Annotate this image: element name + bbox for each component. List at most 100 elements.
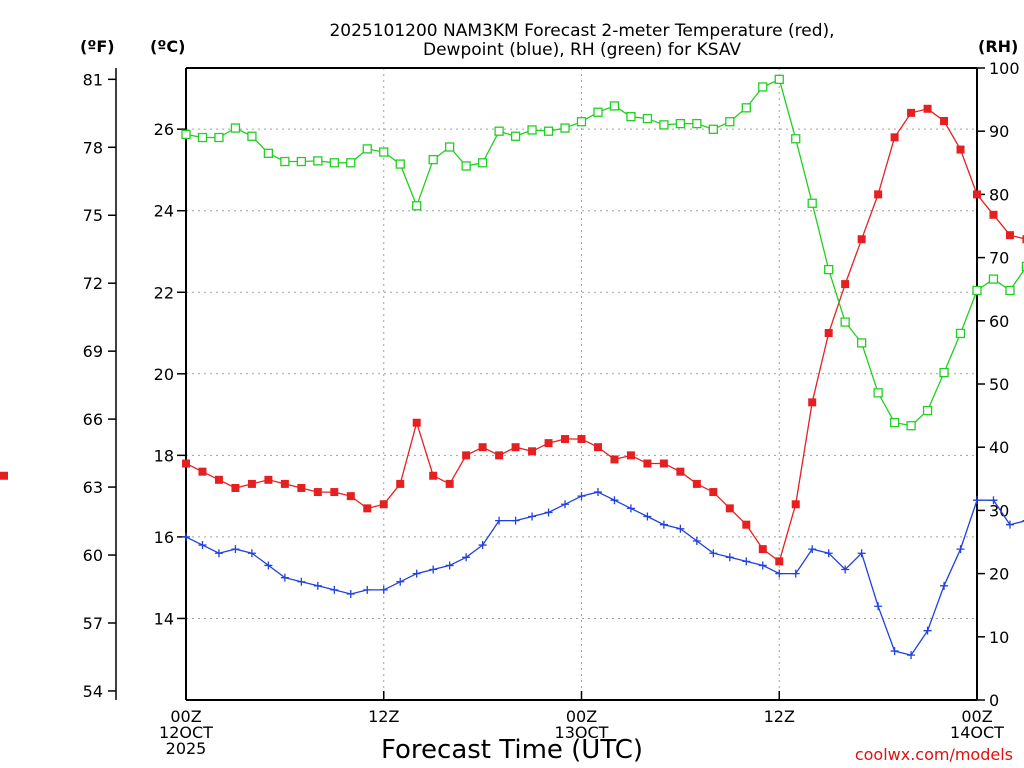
rh-point	[395, 159, 405, 169]
dewpoint-point	[923, 626, 932, 635]
rh-point	[214, 132, 224, 143]
dewpoint-point	[412, 569, 421, 578]
rh-point	[445, 142, 455, 152]
2-meter-temperature-point	[808, 398, 817, 407]
2-meter-temperature-point	[709, 488, 718, 497]
dewpoint-point	[709, 549, 718, 558]
rh-point	[609, 101, 620, 111]
2-meter-temperature-point	[775, 557, 784, 566]
rh-point	[197, 132, 208, 143]
celsius-tick-label: 22	[154, 283, 174, 302]
rh-tick-label: 50	[989, 375, 1009, 394]
rh-point	[955, 328, 966, 339]
2-meter-temperature-point	[643, 459, 652, 468]
celsius-unit-label: (ºC)	[150, 37, 185, 56]
2-meter-temperature-point	[214, 475, 223, 484]
fahrenheit-tick-label: 63	[83, 478, 103, 497]
rh-tick-label: 90	[989, 122, 1009, 141]
rh-point	[494, 126, 504, 136]
dewpoint-point	[495, 516, 504, 525]
x-tick-label: 00Z	[961, 707, 992, 726]
fahrenheit-tick-label: 60	[83, 546, 103, 565]
rh-point	[626, 112, 636, 122]
rh-point	[708, 124, 718, 134]
rh-point	[181, 129, 191, 140]
2-meter-temperature-point	[396, 479, 405, 488]
2-meter-temperature-point	[973, 190, 981, 199]
rh-point	[807, 198, 817, 208]
2-meter-temperature-point	[561, 435, 570, 444]
2-meter-temperature-point	[626, 451, 635, 460]
rh-tick-label: 20	[989, 565, 1009, 584]
fahrenheit-tick-label: 81	[83, 70, 103, 89]
rh-point	[791, 134, 801, 144]
dewpoint-point	[363, 585, 372, 594]
dewpoint-line	[185, 491, 1024, 656]
rh-tick-label: 100	[989, 59, 1020, 78]
rh-point	[922, 405, 933, 416]
dewpoint-point	[857, 549, 866, 558]
2-meter-temperature-point	[462, 451, 471, 460]
2-meter-temperature-point	[363, 504, 372, 513]
chart-title-line-1: 2025101200 NAM3KM Forecast 2-meter Tempe…	[329, 21, 834, 41]
fahrenheit-tick-label: 54	[83, 682, 103, 701]
2-meter-temperature-point	[742, 520, 751, 529]
rh-tick-label: 60	[989, 312, 1009, 331]
2-meter-temperature-point	[857, 235, 866, 244]
x-tick-date-label: 2025	[166, 739, 207, 758]
chart-title-line-2: Dewpoint (blue), RH (green) for KSAV	[423, 40, 741, 60]
2-meter-temperature-point	[198, 467, 207, 476]
rh-point	[741, 103, 751, 113]
dewpoint-point	[758, 561, 767, 570]
dewpoint-point	[379, 585, 388, 594]
rh-point	[1021, 261, 1024, 272]
dewpoint-point	[676, 524, 685, 533]
rh-point	[939, 367, 949, 378]
dewpoint-point	[626, 504, 635, 513]
dewpoint-point	[561, 500, 570, 509]
celsius-tick-label: 20	[154, 365, 174, 384]
dewpoint-point	[577, 492, 586, 501]
rh-tick-label: 40	[989, 438, 1009, 457]
dewpoint-point	[297, 577, 306, 586]
x-tick-date-label: 12OCT	[159, 723, 213, 742]
x-axis-title: Forecast Time (UTC)	[381, 735, 643, 765]
dewpoint-point	[989, 496, 998, 505]
dewpoint-point	[791, 569, 800, 578]
rh-point	[560, 123, 570, 133]
rh-point	[873, 388, 883, 398]
rh-point	[461, 161, 471, 171]
dewpoint-point	[462, 553, 471, 562]
2-meter-temperature-point	[313, 488, 322, 497]
rh-point	[428, 154, 438, 165]
2-meter-temperature-point	[758, 545, 767, 554]
rh-point	[230, 123, 241, 133]
dewpoint-point	[610, 496, 619, 505]
dewpoint-point	[445, 561, 454, 570]
rh-tick-label: 10	[989, 628, 1009, 647]
2-meter-temperature-point	[956, 145, 965, 154]
rh-point	[263, 148, 274, 158]
celsius-tick-label: 16	[154, 528, 174, 547]
dewpoint-point	[396, 577, 405, 586]
fahrenheit-unit-label: (ºF)	[80, 37, 115, 56]
rh-point	[856, 338, 867, 348]
credit-link[interactable]: coolwx.com/models	[855, 745, 1013, 764]
2-meter-temperature-point	[280, 479, 289, 488]
rh-point	[379, 147, 389, 157]
rh-point	[840, 317, 850, 327]
rh-point	[642, 113, 653, 124]
dewpoint-point	[198, 541, 207, 550]
dewpoint-point	[247, 549, 256, 558]
dewpoint-point	[907, 651, 916, 660]
2-meter-temperature-point	[791, 500, 800, 509]
rh-point	[362, 144, 372, 154]
2-meter-temperature-point	[511, 443, 520, 452]
dewpoint-point	[429, 565, 438, 574]
2-meter-temperature-point	[841, 280, 850, 289]
dewpoint-point	[1005, 520, 1014, 529]
2-meter-temperature-point	[231, 483, 240, 492]
rh-point	[988, 274, 999, 284]
dewpoint-point	[742, 557, 751, 566]
dewpoint-point	[280, 573, 289, 582]
